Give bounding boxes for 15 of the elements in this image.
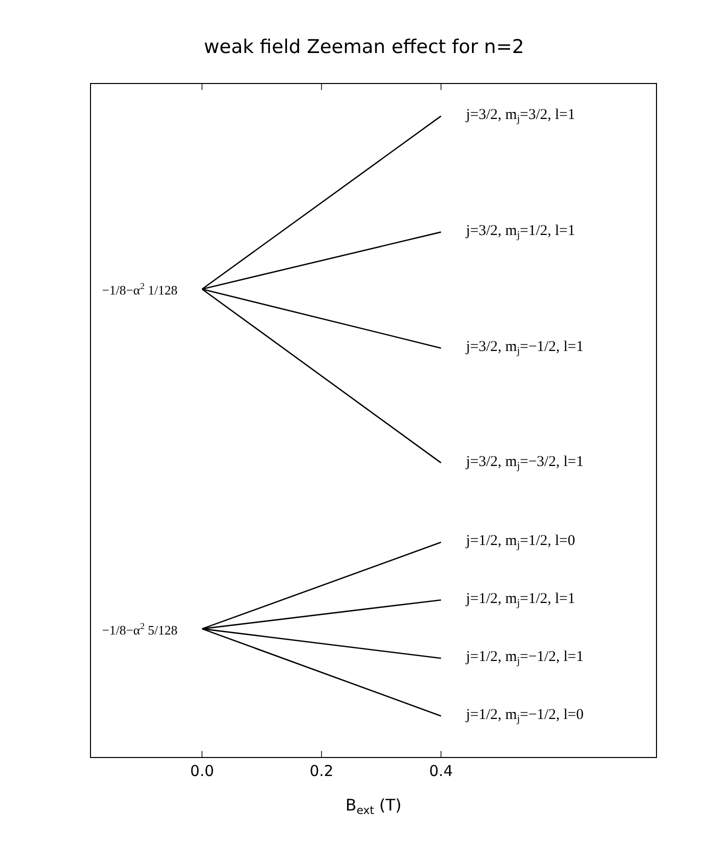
series-label: j=3/2, m$_{j}$=1/2, l=1 [465, 223, 576, 242]
chart-title: weak field Zeeman effect for n=2 [204, 36, 524, 58]
annotation: −1/8−α$^{2}$ 1/128 [102, 281, 178, 298]
x-tick-label: 0.0 [190, 762, 214, 780]
series-label: j=3/2, m$_{j}$=3/2, l=1 [465, 107, 576, 126]
annotation: −1/8−α$^{2}$ 5/128 [102, 621, 178, 638]
series-label: j=3/2, m$_{j}$=−1/2, l=1 [465, 339, 584, 358]
series-label: j=1/2, m$_{j}$=1/2, l=0 [465, 533, 576, 552]
series-label: j=3/2, m$_{j}$=−3/2, l=1 [465, 454, 584, 472]
series-label: j=1/2, m$_{j}$=−1/2, l=0 [465, 707, 584, 726]
x-axis-title: B$_{ext}$ (T) [345, 796, 402, 818]
series-label: j=1/2, m$_{j}$=−1/2, l=1 [465, 649, 584, 668]
x-tick-label: 0.4 [429, 762, 453, 780]
x-tick-label: 0.2 [310, 762, 334, 780]
series-label: j=1/2, m$_{j}$=1/2, l=1 [465, 591, 576, 610]
